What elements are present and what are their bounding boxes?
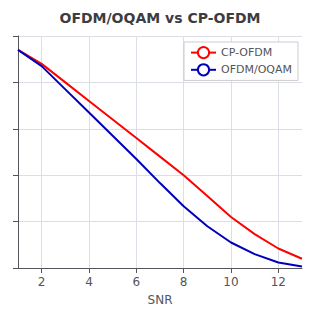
svg-text:OFDM/OQAM: OFDM/OQAM	[221, 63, 292, 76]
svg-text:8: 8	[180, 275, 188, 289]
svg-text:6: 6	[133, 275, 141, 289]
svg-text:OFDM/OQAM vs CP-OFDM: OFDM/OQAM vs CP-OFDM	[59, 10, 260, 26]
svg-text:4: 4	[85, 275, 93, 289]
svg-text:10: 10	[223, 275, 238, 289]
svg-text:12: 12	[271, 275, 286, 289]
svg-text:SNR: SNR	[148, 293, 173, 307]
svg-text:2: 2	[38, 275, 46, 289]
svg-text:CP-OFDM: CP-OFDM	[221, 46, 272, 59]
